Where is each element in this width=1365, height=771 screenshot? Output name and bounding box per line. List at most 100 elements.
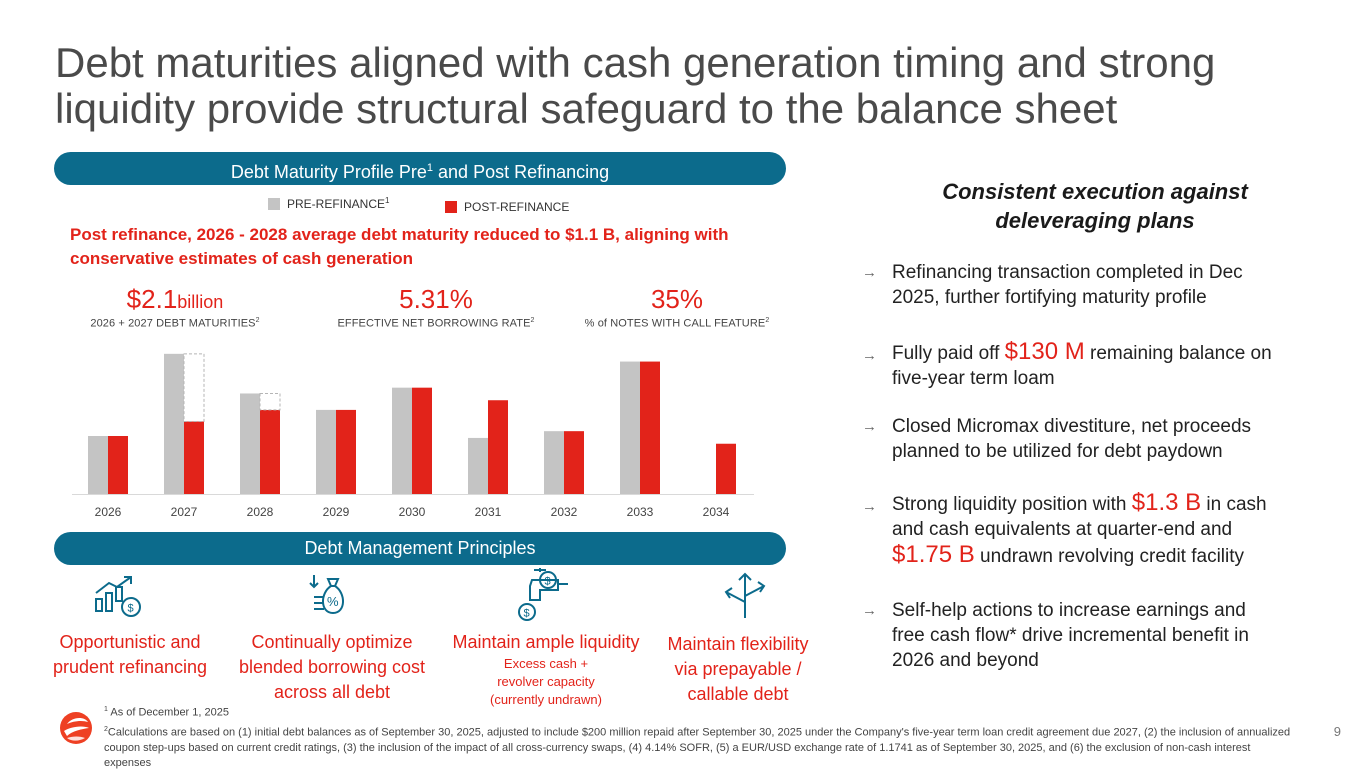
bar-post-2032 — [564, 431, 584, 494]
principle-sub-line: revolver capacity — [497, 674, 595, 689]
principle-sub-line: Excess cash + — [503, 656, 589, 671]
kpi-unit: billion — [177, 292, 224, 312]
x-tick-label: 2027 — [171, 505, 198, 519]
kpi-label: % of NOTES WITH CALL FEATURE — [584, 317, 766, 330]
kpi-label: 2026 + 2027 DEBT MATURITIES — [90, 317, 256, 330]
footnote-text: As of December 1, 2025 — [107, 706, 229, 719]
x-tick-label: 2029 — [323, 505, 350, 519]
principle-flexibility: Maintain flexibility via prepayable / ca… — [656, 632, 820, 707]
legend-pre-swatch — [268, 197, 280, 210]
legend-pre-sup: 1 — [385, 196, 390, 205]
growth-chart-coin-icon: $ — [95, 576, 141, 617]
split-arrows-icon — [724, 572, 766, 618]
svg-text:$: $ — [128, 603, 134, 615]
principle-title-line: Continually optimize — [251, 632, 413, 652]
principle-title-line: across all debt — [273, 682, 391, 702]
bar-post-2030 — [412, 387, 432, 494]
x-tick-label: 2026 — [95, 505, 122, 519]
cash-faucet-icon: $ $ — [518, 568, 568, 621]
svg-text:$: $ — [524, 608, 530, 620]
arrow-icon: → — [862, 498, 877, 515]
company-logo — [60, 712, 92, 744]
legend-post: POST-REFINANCE — [445, 200, 569, 214]
principle-title-line: Maintain flexibility — [667, 634, 809, 654]
bullet-text: remaining balance on — [1084, 343, 1272, 364]
bar-post-2027 — [184, 421, 204, 494]
kpi-borrowing-rate: 5.31% EFFECTIVE NET BORROWING RATE2 — [318, 284, 554, 330]
bullet-line: 2026 and beyond — [892, 650, 1039, 671]
kpi-value: 35% — [650, 284, 704, 314]
footnote-text: Calculations are based on (1) initial de… — [104, 726, 1291, 769]
debt-maturity-header: Debt Maturity Profile Pre1 and Post Refi… — [54, 152, 786, 185]
bullet-text: Strong liquidity position with — [892, 494, 1132, 515]
bar-pre-2030 — [392, 387, 412, 494]
principle-liquidity: Maintain ample liquidity Excess cash + r… — [438, 630, 654, 709]
debt-maturity-chart: 2026 2027 2028 2029 2030 2031 2032 2033 2034 — [72, 353, 754, 519]
kpi-call-feature: 35% % of NOTES WITH CALL FEATURE2 — [566, 284, 788, 330]
x-tick-label: 2033 — [627, 505, 654, 519]
bar-post-2031 — [488, 400, 508, 494]
page-title: Debt maturities aligned with cash genera… — [55, 39, 1216, 132]
bullet-line: five-year term loam — [892, 368, 1055, 389]
bullet-line: Closed Micromax divestiture, net proceed… — [892, 416, 1252, 437]
kpi-label: EFFECTIVE NET BORROWING RATE — [337, 317, 531, 330]
right-heading-line: deleveraging plans — [995, 208, 1195, 233]
bullet-refinancing: → Refinancing transaction completed in D… — [862, 260, 1332, 310]
kpi-value: 5.31% — [399, 284, 473, 314]
principle-title-line: blended borrowing cost — [238, 657, 426, 677]
bullet-line: 2025, further fortifying maturity profil… — [892, 287, 1207, 308]
footnote-sup: 1 — [104, 706, 108, 713]
arrow-icon: → — [862, 418, 877, 435]
page-number: 9 — [1333, 724, 1341, 739]
legend-post-swatch — [445, 201, 457, 213]
principle-title-line: callable debt — [687, 684, 789, 704]
highlight-value: $130 M — [1004, 338, 1085, 365]
principle-title-line: Opportunistic and — [59, 632, 201, 652]
arrow-icon: → — [862, 602, 877, 619]
bar-pre-2031 — [468, 437, 488, 494]
bullet-text: undrawn revolving credit facility — [974, 546, 1245, 567]
bullet-text: Fully paid off — [892, 343, 1005, 364]
refinance-callout: Post refinance, 2026 - 2028 average debt… — [70, 225, 729, 268]
principle-sub-line: (currently undrawn) — [490, 692, 602, 707]
svg-text:$: $ — [545, 576, 551, 588]
money-bag-percent-icon: % — [309, 575, 344, 615]
principle-title-line: prudent refinancing — [52, 657, 208, 677]
footnote-sup: 2 — [104, 726, 108, 733]
kpi-sup: 2 — [765, 317, 770, 324]
bar-pre-2032 — [544, 431, 564, 494]
x-tick-label: 2034 — [703, 505, 730, 519]
bar-post-2034 — [716, 443, 736, 494]
kpi-sup: 2 — [530, 317, 535, 324]
footnote-1: 1 As of December 1, 2025 — [104, 702, 504, 721]
bar-post-2028 — [260, 409, 280, 494]
principle-borrowing-cost: Continually optimize blended borrowing c… — [224, 630, 440, 705]
x-tick-label: 2030 — [399, 505, 426, 519]
footnote-2: 2Calculations are based on (1) initial d… — [104, 722, 1294, 771]
bar-post-2033 — [640, 361, 660, 494]
principles-header: Debt Management Principles — [54, 532, 786, 565]
x-tick-label: 2032 — [551, 505, 578, 519]
bullet-line: planned to be utilized for debt paydown — [892, 441, 1223, 462]
arrow-icon: → — [862, 264, 877, 281]
legend-post-label: POST-REFINANCE — [464, 200, 570, 214]
bullet-term-loan: → Fully paid off $130 M remaining balanc… — [862, 339, 1332, 391]
bullet-line: free cash flow* drive incremental benefi… — [892, 625, 1249, 646]
bar-pre-2028 — [240, 393, 260, 494]
highlight-value: $1.3 B — [1131, 489, 1202, 516]
bullet-line: Self-help actions to increase earnings a… — [892, 600, 1246, 621]
dashed-reduction-2027 — [183, 353, 205, 422]
principle-refinancing: Opportunistic and prudent refinancing — [44, 630, 216, 680]
bar-pre-2029 — [316, 409, 336, 494]
x-tick-label: 2031 — [475, 505, 502, 519]
bar-pre-2027 — [164, 353, 184, 494]
right-heading-line: Consistent execution against — [942, 179, 1248, 204]
kpi-sup: 2 — [255, 317, 260, 324]
bullet-line: and cash equivalents at quarter-end and — [892, 519, 1233, 540]
principle-title-line: via prepayable / — [674, 659, 802, 679]
legend-pre: PRE-REFINANCE1 — [268, 196, 389, 211]
right-heading: Consistent execution against deleveragin… — [900, 177, 1290, 235]
header-text-rest: and Post Refinancing — [433, 162, 610, 182]
bar-pre-2033 — [620, 361, 640, 494]
principle-title-line: Maintain ample liquidity — [452, 632, 640, 652]
